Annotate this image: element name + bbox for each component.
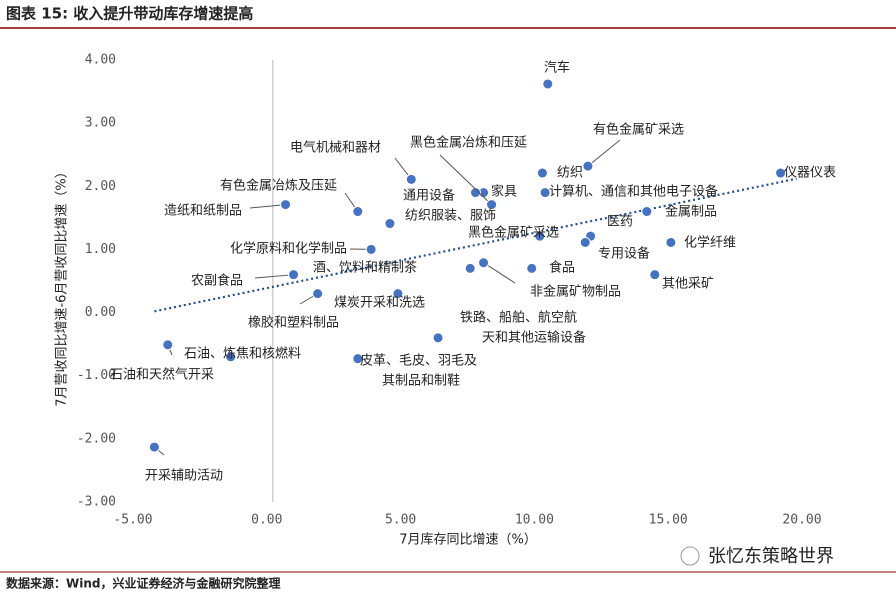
point-label: 天和其他运输设备 [482,330,586,346]
point [582,160,594,172]
point-label: 农副食品 [191,273,243,289]
point-label: 仪器仪表 [784,166,836,181]
x-tick-label: 20.00 [782,513,821,528]
point [470,187,482,199]
y-tick-label: -2.00 [77,431,116,446]
point-label: 化学原料和化学制品 [230,241,347,257]
point-label: 酒、饮料和精制茶 [313,260,417,276]
source-note: 数据来源：Wind，兴业证券经济与金融研究院整理 [6,576,280,591]
leader-line [587,139,621,167]
point [365,243,377,255]
point [432,332,444,344]
point-label: 黑色金属冶炼和压延 [410,135,527,151]
point [392,288,404,300]
point [665,236,677,248]
point [405,173,417,185]
watermark-icon [680,546,700,566]
point [352,206,364,218]
point [542,78,554,90]
x-axis-title: 7月库存同比增速（%） [399,532,537,548]
point-label: 煤炭开采和洗选 [334,296,425,311]
point [579,236,591,248]
point-label: 造纸和纸制品 [164,204,242,219]
point [478,257,490,269]
y-tick-label: 0.00 [85,305,116,320]
leader-line [483,262,516,284]
point [464,262,476,274]
point [225,351,237,363]
point-label: 皮革、毛皮、羽毛及 [360,354,477,369]
x-tick-label: 15.00 [649,513,688,528]
point-label: 石油和天然气开采 [110,367,214,383]
trend-line [154,177,797,313]
point-label: 计算机、通信和其他电子设备 [549,184,718,200]
point [280,199,292,211]
point-label: 专用设备 [598,246,650,262]
y-tick-label: 2.00 [85,179,116,194]
point [539,187,551,199]
point-label: 食品 [549,260,575,276]
x-tick-label: 0.00 [251,513,282,528]
leader-line [254,274,294,279]
point [536,167,548,179]
point [162,339,174,351]
point-label: 医药 [607,215,633,230]
point [526,262,538,274]
point [641,206,653,218]
x-tick-label: 10.00 [515,513,554,528]
point-label: 石油、炼焦和核燃料 [184,346,301,362]
point [312,288,324,300]
point-label: 黑色金属矿采选 [468,225,559,241]
leader-line [439,154,492,205]
point-label: 其制品和制鞋 [382,373,460,389]
point-label: 金属制品 [665,204,717,220]
point-label: 纺织服装、服饰 [405,209,496,224]
point [775,167,787,179]
point [352,353,364,365]
page-title: 图表 15: 收入提升带动库存增速提高 [6,5,253,23]
point [649,269,661,281]
leader-line [249,204,286,209]
point-label: 化学纤维 [684,235,736,251]
point-label: 有色金属冶炼及压延 [220,178,337,194]
point-label: 有色金属矿采选 [593,122,684,138]
point [486,199,498,211]
point-label: 电气机械和器材 [290,140,381,156]
x-tick-label: -5.00 [113,513,152,528]
y-tick-label: -1.00 [77,368,116,383]
point-label: 铁路、船舶、航空航 [460,310,577,326]
point-label: 其他采矿 [662,277,714,292]
x-tick-label: 5.00 [385,513,416,528]
point [288,269,300,281]
point [534,230,546,242]
point [148,441,160,453]
point-label: 非金属矿物制品 [530,284,621,300]
point [384,218,396,230]
point-label: 汽车 [544,60,570,76]
point-label: 家具 [491,184,517,200]
y-tick-label: 1.00 [85,242,116,257]
point-label: 纺织 [557,166,583,181]
y-tick-label: 4.00 [85,53,116,68]
y-tick-label: 3.00 [85,116,116,131]
y-axis-title: 7月营收同比增速-6月营收同比增速（%） [55,165,70,407]
point-label: 通用设备 [403,188,455,204]
point-label: 开采辅助活动 [145,469,223,484]
point-label: 橡胶和塑料制品 [248,315,339,331]
watermark: 张忆东策略世界 [708,546,834,567]
y-tick-label: -3.00 [77,495,116,510]
